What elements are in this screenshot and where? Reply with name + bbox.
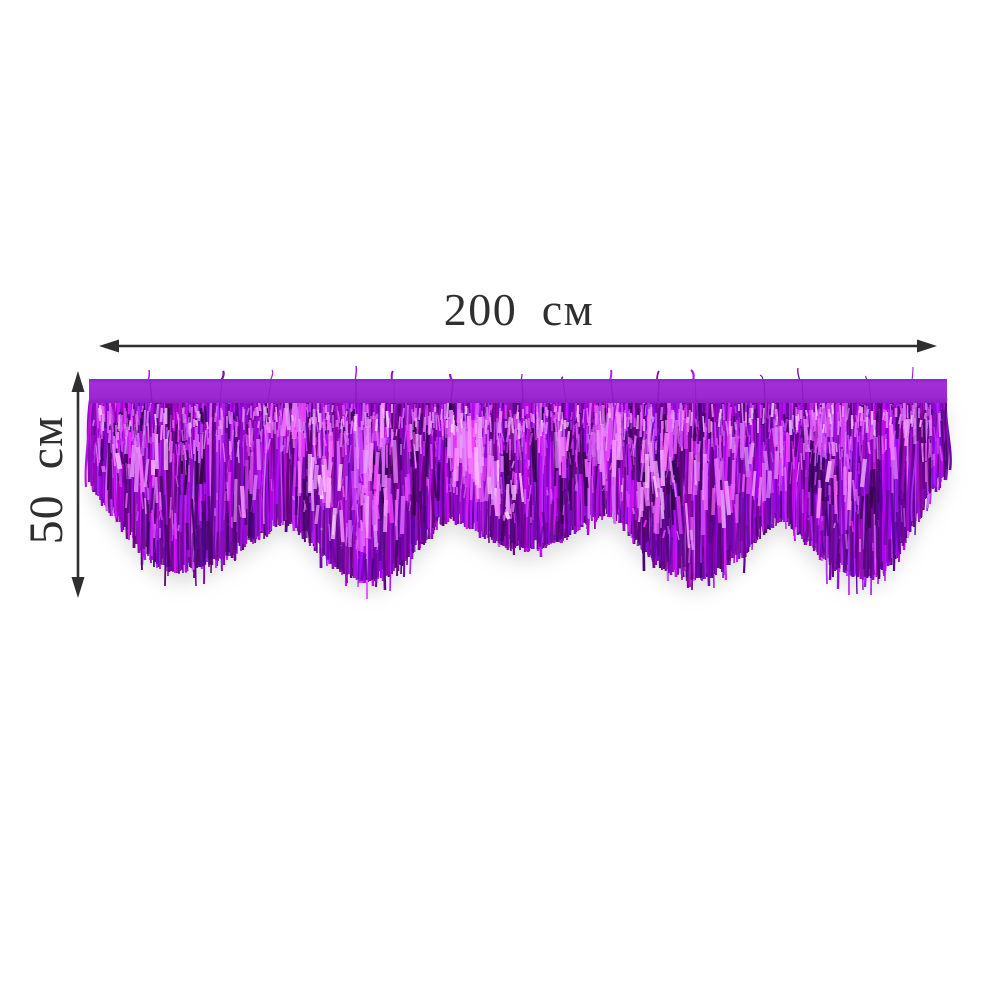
svg-text:50 см: 50 см <box>20 416 73 545</box>
svg-text:200 см: 200 см <box>444 284 595 335</box>
